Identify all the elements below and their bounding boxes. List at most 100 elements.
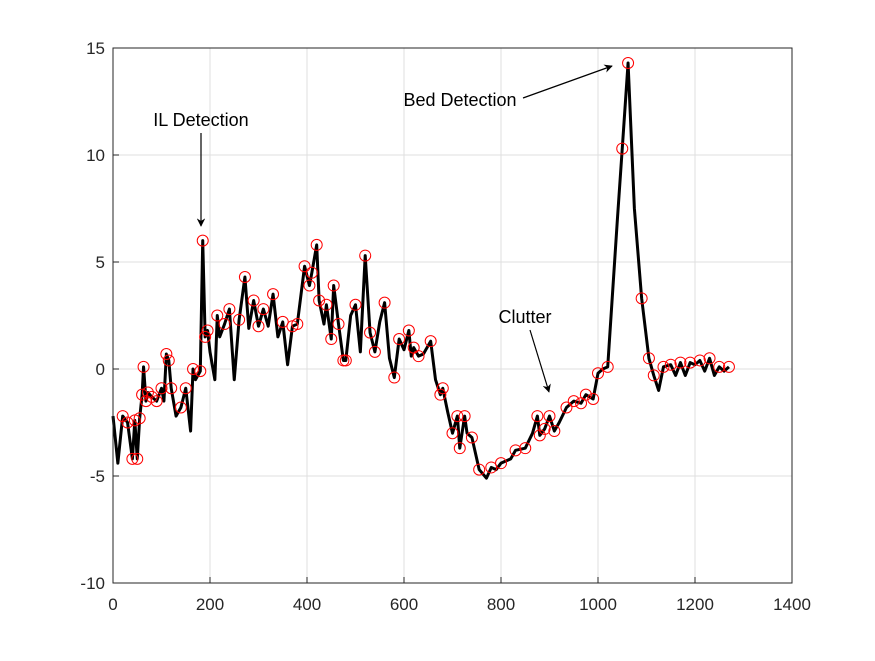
peak-marker [647, 369, 660, 382]
peak-marker [592, 367, 604, 380]
peak-marker [616, 142, 629, 155]
peak-marker [635, 292, 648, 305]
peak-marker [320, 298, 333, 311]
peak-marker [303, 279, 316, 292]
plot-area [111, 56, 735, 480]
peak-marker [325, 333, 338, 346]
peak-marker [196, 234, 209, 247]
peak-marker [567, 395, 580, 408]
peak-marker [465, 431, 478, 444]
x-tick-label: 800 [487, 595, 515, 614]
peak-marker [579, 388, 592, 401]
axes-box [112, 47, 793, 584]
x-tick-label: 1400 [773, 595, 811, 614]
peak-marker [291, 318, 304, 331]
y-tick-label: 5 [96, 253, 105, 272]
peak-marker [179, 382, 192, 395]
peak-marker [332, 318, 345, 331]
y-tick-label: 15 [86, 39, 105, 58]
peak-marker [388, 371, 401, 384]
x-tick-label: 400 [293, 595, 321, 614]
annotation: Bed Detection [403, 90, 516, 110]
y-tick-label: 10 [86, 146, 105, 165]
peak-marker [473, 463, 486, 476]
x-tick-label: 0 [108, 595, 117, 614]
annotation: IL Detection [153, 110, 248, 130]
peak-marker [601, 360, 614, 373]
peak-marker [664, 358, 677, 371]
peak-marker [165, 382, 178, 395]
peak-marker [451, 410, 464, 423]
peak-marker [233, 313, 246, 326]
peak-marker [657, 360, 670, 373]
peak-marker [412, 350, 425, 363]
peak-marker [160, 348, 173, 361]
peak-marker [533, 429, 546, 442]
peak-marker [674, 356, 687, 369]
peak-marker [446, 427, 459, 440]
peak-marker [402, 324, 415, 337]
peak-marker [543, 410, 556, 423]
peak-marker [519, 442, 532, 455]
peak-marker [199, 330, 212, 343]
x-tick-label: 200 [196, 595, 224, 614]
peak-marker [364, 326, 377, 339]
y-tick-label: 0 [96, 360, 105, 379]
peak-marker [337, 354, 350, 367]
peak-marker [238, 270, 251, 283]
x-tick-label: 1200 [676, 595, 714, 614]
peak-marker [684, 356, 697, 369]
peak-marker [458, 410, 471, 423]
peak-marker [162, 354, 175, 367]
peak-marker [223, 303, 236, 316]
peak-marker [378, 296, 391, 309]
peak-marker [313, 294, 326, 307]
peak-marker [137, 360, 150, 373]
peak-marker [145, 390, 158, 403]
peak-marker [509, 444, 522, 457]
peak-marker [359, 249, 372, 262]
peak-marker [211, 309, 224, 322]
peak-marker [150, 395, 163, 408]
tick-labels: 0 200 400 600 800 1000 1200 1400 -10 -5 0 5 10 15 [80, 39, 810, 614]
peak-marker [310, 238, 323, 251]
peak-marker [247, 294, 260, 307]
peak-marker [257, 303, 270, 316]
y-tick-label: -5 [90, 467, 105, 486]
peak-marker [453, 442, 466, 455]
peak-marker [201, 324, 214, 337]
x-tick-label: 600 [390, 595, 418, 614]
arrow [522, 64, 613, 99]
peak-marker [693, 354, 706, 367]
peak-marker [126, 452, 139, 465]
peak-marker [713, 360, 726, 373]
peak-marker [305, 266, 318, 279]
peak-marker [187, 363, 200, 375]
peak-marker [218, 318, 231, 331]
peak-marker [136, 388, 149, 401]
peak-marker [252, 320, 265, 333]
peak-marker [141, 386, 154, 399]
arrow [529, 329, 551, 393]
peak-marker [368, 345, 381, 358]
peak-marker [495, 457, 507, 470]
y-tick-label: -10 [80, 574, 105, 593]
peak-marker [121, 416, 134, 429]
peak-marker [548, 425, 561, 438]
peak-marker [703, 352, 716, 365]
peak-marker [393, 333, 406, 346]
peak-marker [424, 335, 437, 348]
peak-marker [155, 382, 168, 395]
peak-marker [327, 279, 340, 292]
peak-marker [538, 422, 551, 435]
peak-marker [622, 56, 635, 69]
annotation: Clutter [498, 307, 551, 327]
peak-marker [560, 401, 573, 414]
peak-marker [587, 392, 600, 405]
peak-marker [298, 260, 311, 273]
peak-marker [436, 382, 449, 395]
peak-marker [339, 354, 352, 367]
x-tick-label: 1000 [579, 595, 617, 614]
